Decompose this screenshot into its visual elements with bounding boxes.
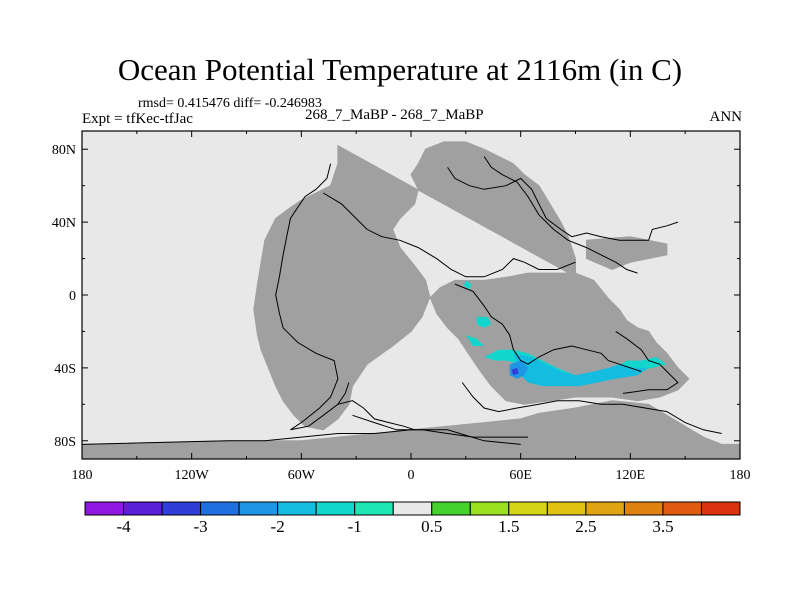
season-label: ANN: [709, 109, 743, 125]
colorbar-box-0: [84, 501, 125, 516]
colorbar-box-12: [546, 501, 587, 516]
y-tick-label-3: 40S: [54, 362, 76, 377]
colorbar-box-16: [700, 501, 741, 516]
colorbar-box-14: [623, 501, 664, 516]
stats-label: rmsd= 0.415476 diff= -0.246983: [138, 96, 322, 111]
colorbar-box-2: [161, 501, 202, 516]
colorbar-label-2: -2: [271, 517, 285, 536]
experiment-label: Expt = tfKec-tfJac: [82, 111, 193, 127]
coastline-0: [82, 429, 521, 445]
coastline-8: [615, 330, 679, 394]
colorbar-box-4: [238, 501, 279, 516]
x-tick-label-5: 120E: [616, 468, 646, 483]
x-tick-label-0: 180: [72, 468, 93, 483]
colorbar-box-5: [277, 501, 317, 516]
map-layer: [82, 141, 740, 459]
colorbar-label-0: -4: [116, 517, 131, 536]
coastline-2: [323, 192, 576, 278]
colorbar-label-4: 0.5: [421, 517, 442, 536]
anomaly-region-5: [465, 335, 485, 346]
colorbar-box-8: [392, 501, 433, 516]
x-tick-label-6: 180: [730, 468, 751, 483]
coastline-5: [454, 283, 642, 372]
case-label: 268_7_MaBP - 268_7_MaBP: [305, 107, 484, 123]
colorbar-box-6: [315, 501, 356, 516]
colorbar-box-11: [508, 501, 548, 516]
colorbar-box-13: [585, 501, 625, 516]
coastline-4: [483, 156, 638, 274]
chart-title: Ocean Potential Temperature at 2116m (in…: [117, 52, 683, 87]
colorbar-label-5: 1.5: [498, 517, 519, 536]
y-tick-label-2: 0: [69, 289, 76, 304]
coastline-1: [275, 163, 350, 431]
colorbar-box-3: [200, 501, 240, 516]
coastline-6: [352, 414, 528, 438]
anomaly-region-4: [476, 316, 492, 328]
x-tick-label-3: 0: [408, 468, 415, 483]
anomaly-region-1: [513, 353, 649, 387]
colorbar-label-7: 3.5: [652, 517, 673, 536]
x-tick-label-1: 120W: [175, 468, 210, 483]
colorbar-label-6: 2.5: [575, 517, 596, 536]
coastline-9: [461, 382, 722, 434]
coastline-3: [447, 167, 679, 241]
colorbar-label-3: -1: [348, 517, 362, 536]
anomaly-region-6: [464, 280, 472, 290]
colorbar-box-1: [123, 501, 163, 516]
colorbar-box-9: [431, 501, 471, 516]
anomaly-region-3: [511, 367, 519, 376]
colorbar-label-1: -3: [194, 517, 208, 536]
x-tick-label-4: 60E: [509, 468, 532, 483]
colorbar-box-7: [354, 501, 394, 516]
land-mass-2: [586, 236, 668, 271]
y-tick-label-1: 40N: [52, 216, 76, 231]
colorbar-box-15: [662, 501, 702, 516]
land-mass-1: [253, 141, 690, 431]
y-tick-label-0: 80N: [52, 143, 76, 158]
coastline-7: [337, 400, 415, 431]
x-tick-label-2: 60W: [288, 468, 316, 483]
colorbar-box-10: [469, 501, 510, 516]
y-tick-label-4: 80S: [54, 435, 76, 450]
